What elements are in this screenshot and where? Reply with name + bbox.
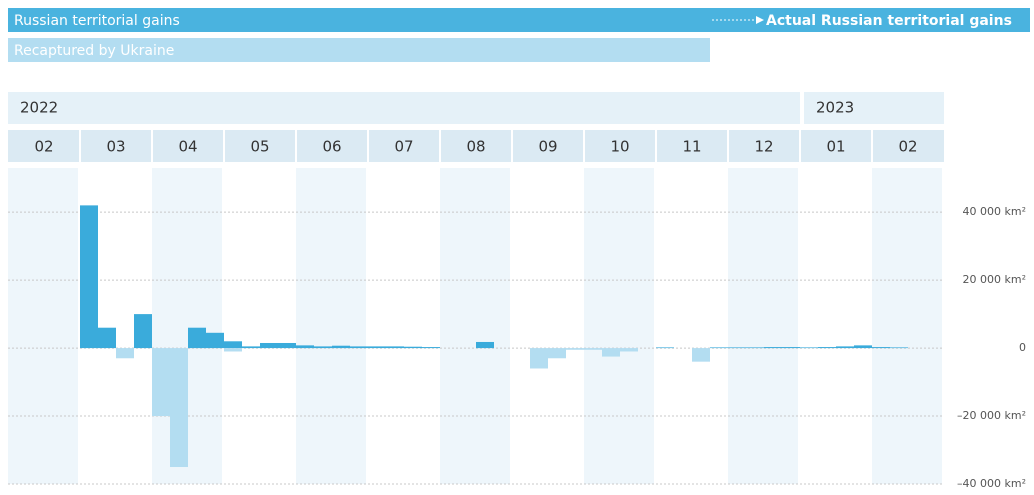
month-stripe	[728, 168, 798, 484]
bar	[890, 347, 908, 349]
x-tick-label: 06	[322, 138, 341, 156]
bar	[584, 348, 602, 350]
bar	[260, 342, 278, 349]
annotation-arrowhead	[756, 16, 764, 24]
bar	[692, 348, 710, 362]
bar	[566, 348, 584, 350]
month-stripe	[584, 168, 654, 484]
legend-gains-bar	[8, 8, 710, 32]
x-tick-label: 12	[754, 138, 773, 156]
x-tick-label: 08	[466, 138, 485, 156]
bar	[116, 348, 134, 359]
bar	[152, 348, 170, 417]
legend-recaptured-bar	[8, 38, 710, 62]
bar	[764, 347, 782, 349]
bar	[242, 346, 260, 349]
legend-gains: Russian territorial gains	[14, 13, 180, 29]
bar	[728, 347, 746, 349]
y-tick-label: –20 000 km²	[957, 409, 1026, 422]
x-tick-label: 03	[106, 138, 125, 156]
x-tick-label: 09	[538, 138, 557, 156]
bar	[350, 346, 368, 349]
bar	[224, 348, 242, 352]
x-tick-label: 01	[826, 138, 845, 156]
y-tick-label: 0	[1019, 341, 1026, 354]
bar	[710, 347, 728, 349]
bar	[314, 346, 332, 349]
x-tick-label: 02	[898, 138, 917, 156]
bar	[530, 348, 548, 369]
bar	[332, 345, 350, 349]
bar	[206, 332, 224, 349]
bar	[782, 347, 800, 349]
bar	[476, 341, 494, 349]
year-label: 2023	[816, 99, 854, 117]
bar	[368, 346, 386, 349]
bar	[188, 327, 206, 349]
month-row	[8, 130, 944, 162]
x-tick-label: 10	[610, 138, 629, 156]
bar	[656, 347, 674, 349]
x-tick-label: 05	[250, 138, 269, 156]
bar	[872, 347, 890, 349]
y-tick-label: 40 000 km²	[963, 205, 1026, 218]
bar	[548, 348, 566, 359]
bar	[404, 346, 422, 349]
x-tick-label: 04	[178, 138, 197, 156]
bar	[602, 348, 620, 357]
month-stripe	[440, 168, 510, 484]
x-tick-label: 02	[34, 138, 53, 156]
bar	[800, 347, 818, 349]
month-stripe	[872, 168, 942, 484]
year-cell	[8, 92, 800, 124]
bar	[296, 345, 314, 349]
bar	[818, 347, 836, 349]
annotation: Actual Russian territorial gains	[766, 13, 1012, 29]
bar	[278, 342, 296, 349]
x-tick-label: 07	[394, 138, 413, 156]
bar	[422, 347, 440, 349]
bar	[854, 345, 872, 349]
x-tick-label: 11	[682, 138, 701, 156]
bar	[224, 341, 242, 349]
y-tick-label: –40 000 km²	[957, 477, 1026, 490]
month-stripe	[8, 168, 78, 484]
legend-recaptured: Recaptured by Ukraine	[14, 43, 174, 59]
bar	[170, 348, 188, 468]
year-label: 2022	[20, 99, 58, 117]
bar	[746, 347, 764, 349]
bar	[386, 346, 404, 349]
year-cell	[804, 92, 944, 124]
bar	[836, 346, 854, 349]
bar	[80, 205, 98, 349]
bar	[620, 348, 638, 352]
y-tick-label: 20 000 km²	[963, 273, 1026, 286]
month-stripe	[296, 168, 366, 484]
bar	[98, 327, 116, 349]
bar	[134, 314, 152, 349]
